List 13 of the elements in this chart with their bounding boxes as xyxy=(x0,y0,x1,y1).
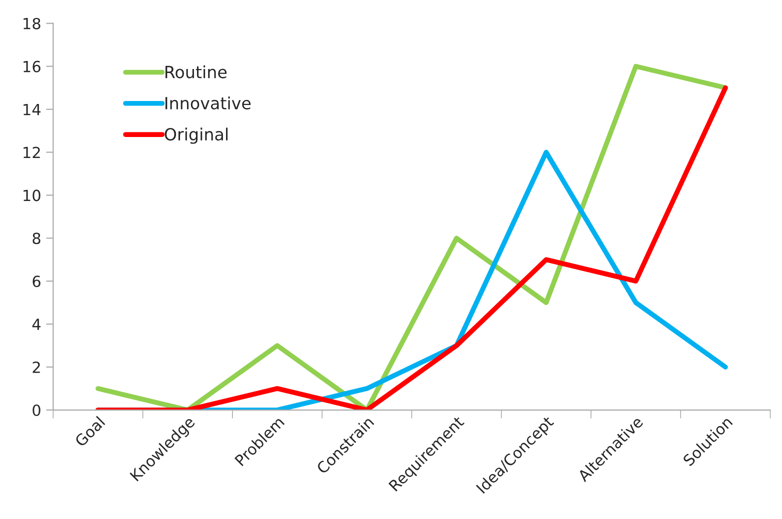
y-tick-label: 16 xyxy=(24,60,40,72)
y-tick-label: 6 xyxy=(32,276,40,288)
y-tick-label: 2 xyxy=(32,362,40,373)
y-tick-label: 0 xyxy=(32,404,40,416)
legend-label: Original xyxy=(164,128,228,144)
y-tick-label: 14 xyxy=(24,104,41,116)
y-tick-label: 8 xyxy=(32,232,40,244)
legend-label: Routine xyxy=(166,65,227,78)
legend-label: Innovative xyxy=(166,96,251,110)
y-tick-label: 12 xyxy=(24,146,40,158)
y-tick-label: 18 xyxy=(24,18,40,30)
y-tick-label: 4 xyxy=(32,318,41,330)
y-tick-label: 10 xyxy=(24,190,40,202)
